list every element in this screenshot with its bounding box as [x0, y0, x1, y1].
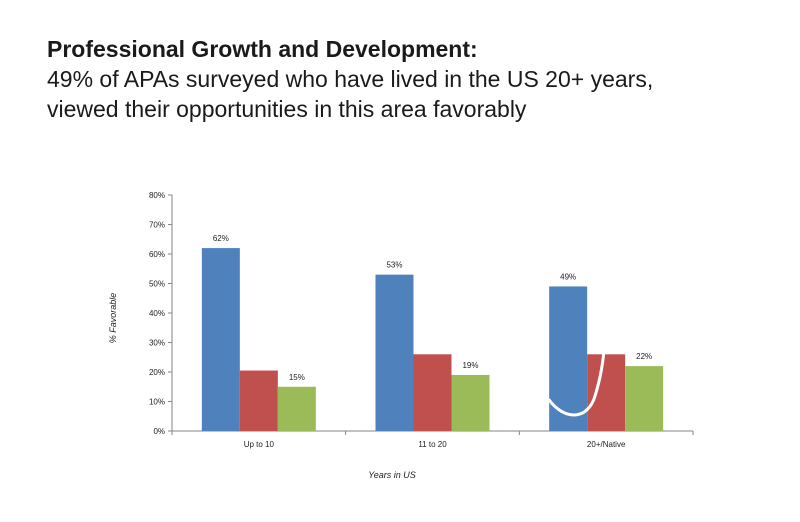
- chart-subtitle-line-1: 49% of APAs surveyed who have lived in t…: [47, 66, 654, 92]
- chart-data-labels: 62% 15% 53% 19% 49% 22%: [213, 234, 652, 382]
- x-tick-label: Up to 10: [244, 440, 275, 449]
- bar: [239, 370, 278, 431]
- y-tick-label: 80%: [149, 191, 165, 200]
- bar: [451, 374, 490, 431]
- bar: [587, 354, 626, 431]
- y-tick-label: 40%: [149, 309, 165, 318]
- data-label: 15%: [289, 373, 305, 382]
- chart-bars: [201, 248, 664, 431]
- bar: [549, 286, 588, 431]
- bar: [375, 274, 414, 431]
- headline: Professional Growth and Development: 49%…: [47, 34, 653, 124]
- y-tick-label: 50%: [149, 280, 165, 289]
- y-tick-label: 10%: [149, 398, 165, 407]
- data-label: 53%: [386, 261, 402, 270]
- y-tick-label: 60%: [149, 250, 165, 259]
- bar: [277, 386, 316, 431]
- data-label: 62%: [213, 234, 229, 243]
- y-tick-label: 70%: [149, 221, 165, 230]
- bar: [625, 366, 664, 431]
- bar: [413, 354, 452, 431]
- data-label: 49%: [560, 272, 576, 281]
- annotation-curve: [547, 341, 607, 417]
- y-axis-label: % Favorable: [108, 293, 118, 344]
- x-tick-label: 11 to 20: [418, 440, 447, 449]
- y-tick-label: 0%: [153, 427, 165, 436]
- y-tick-label: 20%: [149, 368, 165, 377]
- data-label: 19%: [462, 361, 478, 370]
- x-axis-label: Years in US: [368, 470, 416, 480]
- x-tick-label: 20+/Native: [587, 440, 626, 449]
- chart-title: Professional Growth and Development:: [47, 36, 478, 62]
- chart-annotation: [547, 341, 607, 417]
- y-tick-label: 30%: [149, 339, 165, 348]
- bar: [201, 248, 240, 431]
- data-label: 22%: [636, 352, 652, 361]
- chart-subtitle-line-2: viewed their opportunities in this area …: [47, 96, 527, 122]
